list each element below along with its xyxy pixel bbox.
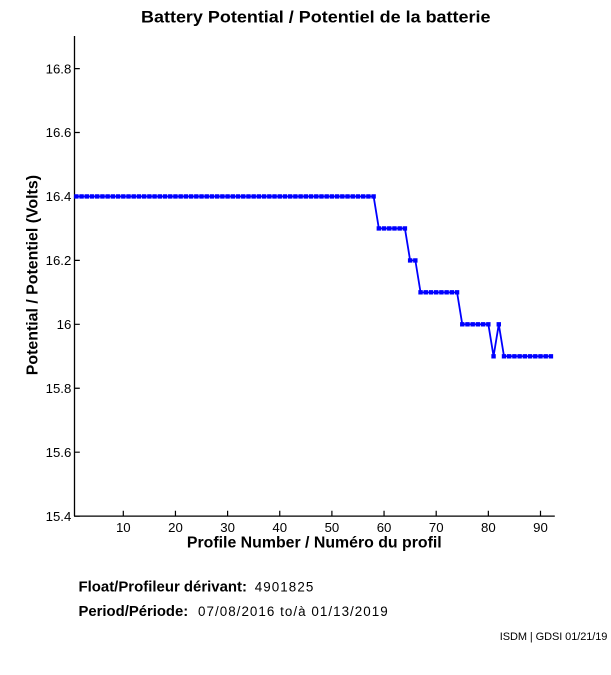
svg-text:16.4: 16.4 <box>46 189 72 204</box>
svg-text:40: 40 <box>272 520 287 535</box>
svg-text:Potential / Potentiel (Volts): Potential / Potentiel (Volts) <box>24 175 41 375</box>
svg-text:16.8: 16.8 <box>46 61 72 76</box>
svg-text:Period/Période:: Period/Période: <box>79 603 189 620</box>
svg-text:60: 60 <box>377 520 392 535</box>
svg-text:ISDM | GDSI 01/21/19: ISDM | GDSI 01/21/19 <box>500 631 608 643</box>
svg-text:07/08/2016 to/à 01/13/2019: 07/08/2016 to/à 01/13/2019 <box>198 604 388 619</box>
svg-text:15.8: 15.8 <box>46 381 72 396</box>
svg-text:15.4: 15.4 <box>46 509 72 524</box>
svg-text:70: 70 <box>429 520 444 535</box>
svg-text:Profile Number / Numéro du pro: Profile Number / Numéro du profil <box>187 535 442 552</box>
svg-text:80: 80 <box>481 520 496 535</box>
svg-text:15.6: 15.6 <box>46 445 72 460</box>
svg-text:16.6: 16.6 <box>46 125 72 140</box>
svg-text:50: 50 <box>325 520 340 535</box>
svg-text:Float/Profileur dérivant:: Float/Profileur dérivant: <box>79 579 248 596</box>
svg-text:20: 20 <box>168 520 183 535</box>
svg-text:4901825: 4901825 <box>255 580 314 595</box>
svg-text:Battery Potential / Potentiel: Battery Potential / Potentiel de la batt… <box>141 9 491 27</box>
svg-text:30: 30 <box>220 520 235 535</box>
svg-text:10: 10 <box>116 520 131 535</box>
svg-text:16: 16 <box>57 317 72 332</box>
svg-text:90: 90 <box>533 520 548 535</box>
svg-text:16.2: 16.2 <box>46 253 72 268</box>
